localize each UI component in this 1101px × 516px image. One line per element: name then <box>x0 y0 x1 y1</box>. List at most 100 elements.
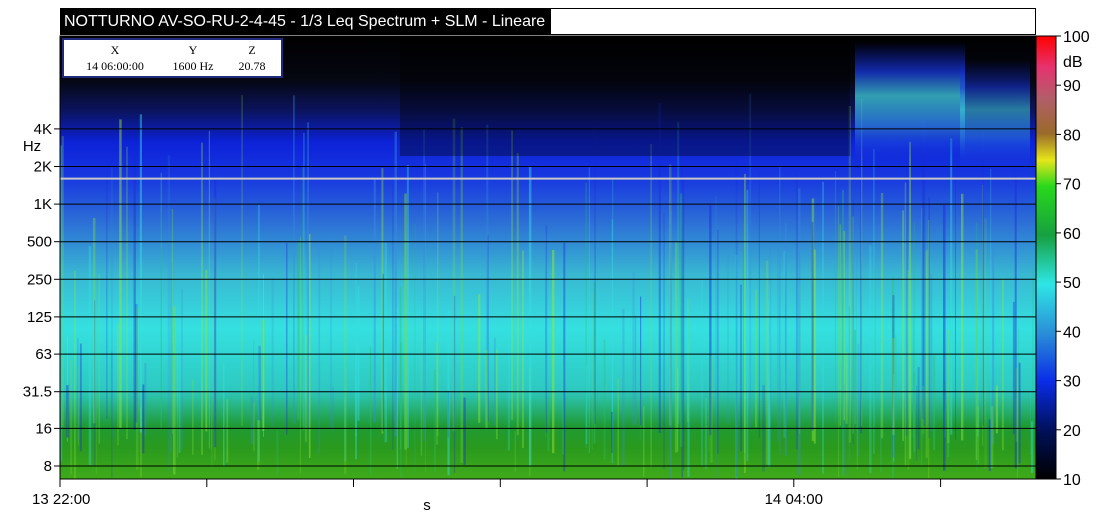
texture-streak <box>687 298 689 423</box>
gridlines <box>60 128 1036 467</box>
texture-streak <box>223 363 225 467</box>
texture-streak <box>603 339 606 460</box>
texture-streak <box>955 180 956 440</box>
texture-streak <box>683 176 685 471</box>
texture-streak <box>992 239 995 444</box>
texture-streak <box>303 132 305 431</box>
texture-streak <box>933 355 936 451</box>
colorbar-tick-label: 20 <box>1063 423 1081 440</box>
texture-streak <box>329 231 333 429</box>
texture-streak <box>854 329 856 425</box>
texture-streak <box>995 385 998 434</box>
y-tick-label: 4K <box>34 121 52 138</box>
texture-streak <box>94 300 96 467</box>
texture-streak <box>632 271 635 425</box>
colorbar-unit: dB <box>1063 54 1083 71</box>
cursor-y-value: 1600 Hz <box>172 59 214 73</box>
texture-streak <box>735 255 738 479</box>
texture-streak <box>135 304 138 423</box>
texture-streak <box>843 231 845 421</box>
y-axis: 4K 2K 1K 500 250 125 63 31.5 16 8 <box>23 121 60 475</box>
texture-streak <box>181 288 183 450</box>
texture-streak <box>250 397 253 445</box>
texture-streak <box>869 245 872 474</box>
texture-streak <box>710 356 713 463</box>
texture-streak <box>928 197 930 439</box>
texture-streak <box>400 342 402 478</box>
texture-streak <box>226 399 229 463</box>
spectrogram-texture <box>60 36 1034 479</box>
texture-streak <box>117 323 119 446</box>
texture-streak <box>947 329 950 443</box>
texture-streak <box>511 130 513 421</box>
chart-title: NOTTURNO AV-SO-RU-2-4-45 - 1/3 Leq Spect… <box>61 9 552 34</box>
texture-streak <box>735 160 738 478</box>
texture-streak <box>420 321 423 456</box>
texture-streak <box>208 130 210 449</box>
x-axis: 13 22:00 14 04:00 <box>32 479 942 508</box>
colorbar-ticks: 100 90 80 70 60 50 40 30 20 10 <box>1056 29 1090 489</box>
plot-area <box>60 36 1036 479</box>
texture-streak <box>727 243 729 424</box>
texture-streak <box>795 174 798 450</box>
texture-streak <box>891 277 895 479</box>
texture-streak <box>1014 175 1017 469</box>
colorbar-tick-label: 50 <box>1063 275 1081 292</box>
texture-streak <box>60 145 63 462</box>
texture-streak <box>1018 362 1021 464</box>
texture-streak <box>486 124 489 422</box>
texture-streak <box>679 193 683 447</box>
texture-streak <box>990 168 992 469</box>
colorbar-tick-label: 100 <box>1063 29 1090 46</box>
texture-streak <box>798 188 801 475</box>
texture-streak <box>302 167 304 427</box>
texture-streak <box>1030 391 1031 455</box>
texture-streak <box>611 411 613 453</box>
texture-streak <box>822 181 824 474</box>
texture-streak <box>178 351 181 453</box>
texture-streak <box>783 250 786 438</box>
texture-streak <box>211 394 213 451</box>
texture-streak <box>622 308 625 467</box>
cursor-readout: X 14 06:00:00 Y 1600 Hz Z 20.78 <box>62 38 283 78</box>
texture-streak <box>852 216 854 434</box>
texture-streak <box>308 233 311 458</box>
texture-streak <box>552 250 555 454</box>
texture-streak <box>677 368 679 452</box>
texture-streak <box>485 350 488 430</box>
texture-streak <box>344 235 347 475</box>
texture-streak <box>749 94 752 429</box>
texture-streak <box>591 293 593 450</box>
texture-streak <box>612 179 614 429</box>
texture-streak <box>60 276 62 465</box>
texture-streak <box>663 212 665 470</box>
texture-streak <box>977 277 979 437</box>
texture-streak <box>106 159 108 419</box>
cursor-z-header: Z <box>248 43 256 57</box>
texture-streak <box>921 121 925 420</box>
texture-streak <box>913 222 916 456</box>
texture-streak <box>943 205 946 471</box>
texture-streak <box>545 233 546 437</box>
y-tick-label: 8 <box>44 458 52 475</box>
texture-streak <box>813 249 816 444</box>
texture-streak <box>514 431 516 472</box>
texture-streak <box>701 279 703 466</box>
texture-streak <box>563 242 566 472</box>
texture-streak <box>74 270 76 479</box>
colorbar <box>1035 35 1057 480</box>
texture-streak <box>258 345 261 421</box>
texture-streak <box>834 171 837 424</box>
texture-streak <box>318 239 321 454</box>
texture-streak <box>205 269 208 432</box>
texture-streak <box>355 337 357 460</box>
texture-streak <box>594 125 596 425</box>
texture-streak <box>709 205 712 436</box>
texture-streak <box>263 274 264 437</box>
texture-streak <box>173 306 176 475</box>
texture-streak <box>77 338 79 441</box>
texture-streak <box>61 136 64 427</box>
texture-streak <box>211 278 213 468</box>
texture-streak <box>848 306 850 479</box>
